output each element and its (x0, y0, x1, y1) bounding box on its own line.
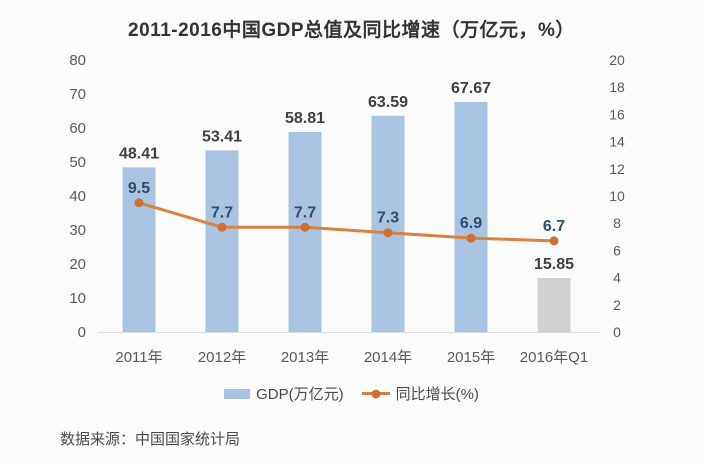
right-axis-tick: 2 (613, 297, 621, 313)
left-axis-tick: 60 (69, 120, 86, 137)
bar-value-label: 15.85 (534, 256, 574, 273)
growth-value-label: 6.7 (543, 218, 565, 235)
legend-growth-label: 同比增长(%) (395, 386, 479, 403)
right-axis-tick: 4 (613, 270, 621, 286)
bar-2016年Q1 (537, 278, 571, 332)
right-axis-tick: 10 (609, 188, 625, 204)
bar-2014年 (371, 115, 405, 332)
bar-value-label: 48.41 (119, 145, 159, 162)
growth-line-swatch-icon (361, 389, 390, 398)
bar-value-label: 53.41 (202, 128, 242, 145)
left-axis-tick: 70 (69, 86, 86, 103)
right-axis-tick: 20 (609, 52, 625, 68)
growth-point-2014年 (383, 228, 393, 238)
growth-point-2012年 (217, 222, 227, 232)
x-axis-label: 2015年 (447, 349, 495, 366)
left-axis-tick: 0 (78, 324, 86, 341)
x-axis-label: 2012年 (198, 349, 246, 366)
left-axis-tick: 40 (69, 188, 86, 205)
growth-point-2016年Q1 (549, 236, 559, 246)
legend-item-gdp: GDP(万亿元) (224, 383, 344, 404)
right-axis-tick: 14 (609, 134, 625, 150)
x-axis-label: 2013年 (281, 349, 329, 366)
chart-title: 2011-2016中国GDP总值及同比增速（万亿元，%） (128, 20, 575, 41)
x-axis-label: 2016年Q1 (520, 349, 588, 366)
left-axis-tick: 80 (69, 52, 86, 69)
right-axis-tick: 18 (609, 79, 625, 95)
growth-point-2015年 (466, 233, 476, 243)
chart-canvas: 0 10 20 30 40 50 60 70 80 0 2 4 6 8 10 12 14 16 18 20 48.41 2… (69, 52, 625, 366)
bar-2013年 (288, 132, 322, 332)
x-axis-label: 2014年 (364, 349, 412, 366)
growth-value-label: 9.5 (128, 180, 150, 197)
growth-value-label: 7.7 (294, 204, 316, 221)
bar-value-label: 58.81 (285, 110, 325, 127)
growth-value-label: 7.3 (377, 210, 399, 227)
right-axis-tick: 16 (609, 106, 625, 122)
x-axis-label: 2011年 (115, 349, 162, 366)
legend-item-growth: 同比增长(%) (361, 383, 479, 404)
growth-marker-icon (371, 389, 381, 398)
bar-2011年 (122, 167, 156, 332)
bar-2012年 (205, 150, 239, 332)
growth-line (137, 201, 556, 243)
right-axis-tick: 12 (609, 161, 625, 177)
left-axis-tick: 10 (69, 290, 86, 307)
bar-2015年 (454, 101, 488, 332)
growth-point-2013年 (300, 222, 310, 232)
right-axis-tick: 0 (613, 324, 621, 340)
data-source: 数据来源：中国国家统计局 (60, 431, 241, 448)
left-axis-tick: 50 (69, 154, 86, 171)
legend-gdp-label: GDP(万亿元) (256, 386, 344, 403)
growth-value-label: 7.7 (211, 204, 233, 221)
bar-value-label: 67.67 (451, 80, 491, 97)
growth-point-2011年 (134, 198, 144, 208)
right-axis-tick: 6 (613, 242, 621, 258)
bar-value-label: 63.59 (368, 94, 408, 111)
right-axis-tick: 8 (613, 215, 621, 231)
gdp-bar-swatch-icon (224, 388, 251, 399)
growth-value-label: 6.9 (460, 215, 482, 232)
legend: GDP(万亿元) 同比增长(%) (0, 383, 703, 404)
left-axis-tick: 30 (69, 222, 86, 239)
left-axis-tick: 20 (69, 256, 86, 273)
